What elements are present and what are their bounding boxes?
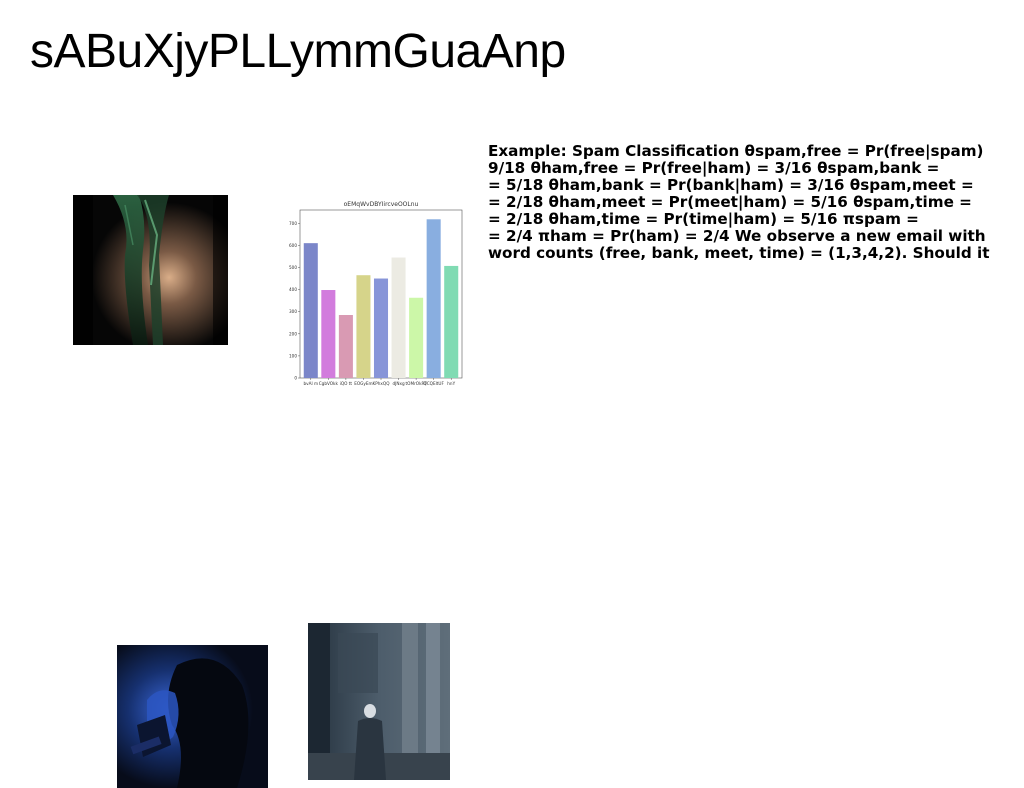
y-tick-label: 600 — [289, 243, 297, 248]
bar — [391, 257, 406, 378]
y-tick-label: 300 — [289, 309, 297, 314]
page-title: sABuXjyPLLymmGuaAnp — [30, 25, 566, 78]
x-tick-label: hnY — [447, 381, 455, 386]
y-tick-label: 100 — [289, 353, 297, 358]
text-line: = 2/18 θham,time = Pr(time|ham) = 5/16 π… — [488, 210, 919, 228]
bar — [338, 315, 353, 378]
x-tick-label: bvAl m — [303, 381, 318, 386]
x-tick-label: KPhxQQ — [373, 381, 391, 386]
x-tick-label: QCQEltUF — [423, 381, 444, 386]
x-tick-label: CgbVOkk — [319, 381, 339, 386]
body-text: Example: Spam Classification θspam,free … — [488, 143, 1024, 262]
text-line: = 2/4 πham = Pr(ham) = 2/4 We observe a … — [488, 227, 986, 245]
chart-title: oEMqWvDBYIircveOOLnu — [344, 201, 419, 208]
forest-light-photo — [73, 195, 228, 345]
y-tick-label: 200 — [289, 331, 297, 336]
bar — [426, 219, 441, 378]
bar — [356, 275, 371, 378]
y-tick-label: 400 — [289, 287, 297, 292]
blue-portrait-photo — [117, 645, 268, 788]
bar — [409, 297, 424, 378]
y-tick-label: 500 — [289, 265, 297, 270]
text-line: Example: Spam Classification θspam,free … — [488, 142, 984, 160]
bar-chart: oEMqWvDBYIircveOOLnu 0 100 200 300 400 500 600… — [284, 196, 468, 392]
y-tick-label: 0 — [294, 376, 297, 381]
text-line: 9/18 θham,free = Pr(free|ham) = 3/16 θsp… — [488, 159, 940, 177]
x-tick-label: tOMrOkRT — [406, 381, 428, 386]
street-building-photo — [308, 623, 450, 780]
x-tick-label: EOGyEm — [354, 381, 372, 386]
y-tick-label: 700 — [289, 221, 297, 226]
text-line: = 5/18 θham,bank = Pr(bank|ham) = 3/16 θ… — [488, 176, 974, 194]
bar — [321, 290, 336, 378]
bar — [444, 265, 459, 378]
text-line: = 2/18 θham,meet = Pr(meet|ham) = 5/16 θ… — [488, 193, 972, 211]
x-tick-label: dJNxg — [392, 381, 405, 386]
text-line: word counts (free, bank, meet, time) = (… — [488, 244, 990, 262]
bar — [303, 243, 318, 378]
x-tick-label: iQO tt — [340, 381, 353, 386]
bar — [373, 278, 389, 378]
